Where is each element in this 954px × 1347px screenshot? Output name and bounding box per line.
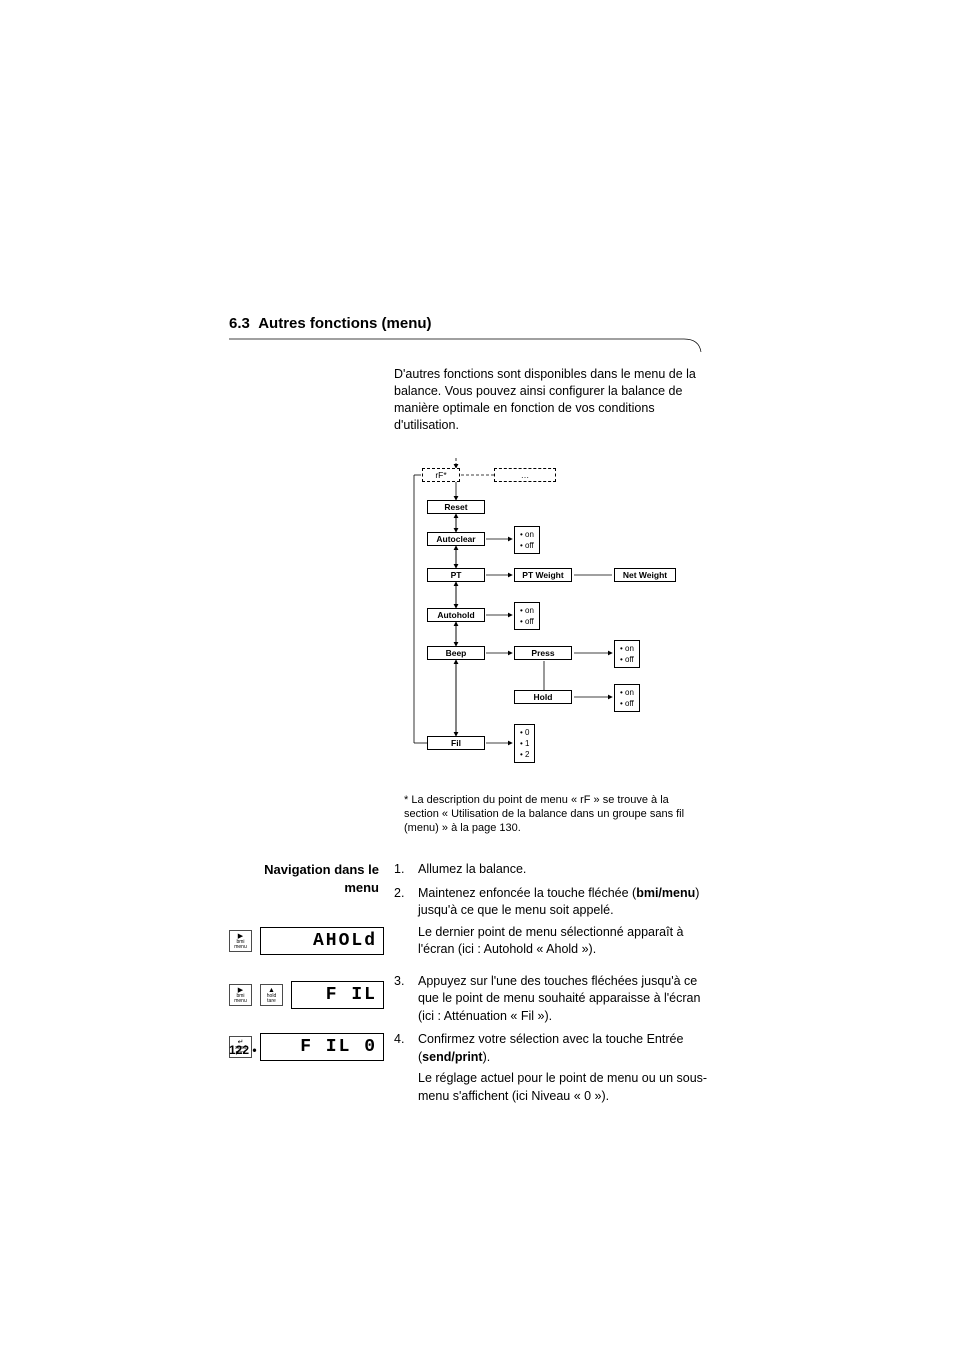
menu-diagram: rF* … Reset Autoclear PT PT Weight Net W…: [394, 458, 704, 783]
page-number: 122 •: [229, 1043, 257, 1057]
step-2: 2. Maintenez enfoncée la touche fléchée …: [394, 885, 714, 959]
bmi-menu-button-icon: ▶ bmi menu: [229, 930, 252, 952]
menu-pt: PT: [427, 568, 485, 582]
step-text: Allumez la balance.: [418, 861, 714, 879]
illus-row-fil: ▶ bmi menu ▲ hold tare F IL: [229, 981, 384, 1009]
section-title: 6.3 Autres fonctions (menu): [229, 315, 714, 332]
intro-paragraph: D'autres fonctions sont disponibles dans…: [394, 366, 714, 434]
menu-hold: Hold: [514, 690, 572, 704]
section-number: 6.3: [229, 315, 250, 332]
opt-hold: on off: [614, 684, 640, 712]
step-num: 3.: [394, 973, 408, 1026]
illus-row-ahold: ▶ bmi menu AHOLd: [229, 927, 384, 955]
menu-autohold: Autohold: [427, 608, 485, 622]
opt-fil: 0 1 2: [514, 724, 535, 764]
step-num: 4.: [394, 1031, 408, 1105]
step-4: 4. Confirmez votre sélection avec la tou…: [394, 1031, 714, 1105]
menu-press: Press: [514, 646, 572, 660]
title-underline: [229, 338, 714, 352]
menu-reset: Reset: [427, 500, 485, 514]
step-3: 3. Appuyez sur l'une des touches fléchée…: [394, 973, 714, 1026]
step-1: 1. Allumez la balance.: [394, 861, 714, 879]
side-heading: Navigation dans le menu: [229, 861, 379, 896]
menu-rf: rF*: [422, 468, 460, 482]
menu-net-weight: Net Weight: [614, 568, 676, 582]
step-num: 2.: [394, 885, 408, 959]
hold-tare-button-icon: ▲ hold tare: [260, 984, 283, 1006]
diagram-footnote: * La description du point de menu « rF »…: [404, 793, 694, 836]
step-num: 1.: [394, 861, 408, 879]
menu-dots: …: [494, 468, 556, 482]
step-text: Appuyez sur l'une des touches fléchées j…: [418, 973, 714, 1026]
opt-autoclear: on off: [514, 526, 540, 554]
menu-autoclear: Autoclear: [427, 532, 485, 546]
side-heading-l1: Navigation dans le: [264, 862, 379, 877]
lcd-ahold: AHOLd: [260, 927, 384, 955]
menu-fil: Fil: [427, 736, 485, 750]
opt-autohold: on off: [514, 602, 540, 630]
step-text: Maintenez enfoncée la touche fléchée (bm…: [418, 885, 714, 959]
lcd-fil: F IL: [291, 981, 384, 1009]
opt-press: on off: [614, 640, 640, 668]
section-heading: Autres fonctions (menu): [258, 315, 431, 332]
side-heading-l2: menu: [344, 880, 379, 895]
bmi-menu-button-icon: ▶ bmi menu: [229, 984, 252, 1006]
step-text: Confirmez votre sélection avec la touche…: [418, 1031, 714, 1105]
menu-pt-weight: PT Weight: [514, 568, 572, 582]
lcd-fil0: F IL 0: [260, 1033, 384, 1061]
menu-beep: Beep: [427, 646, 485, 660]
